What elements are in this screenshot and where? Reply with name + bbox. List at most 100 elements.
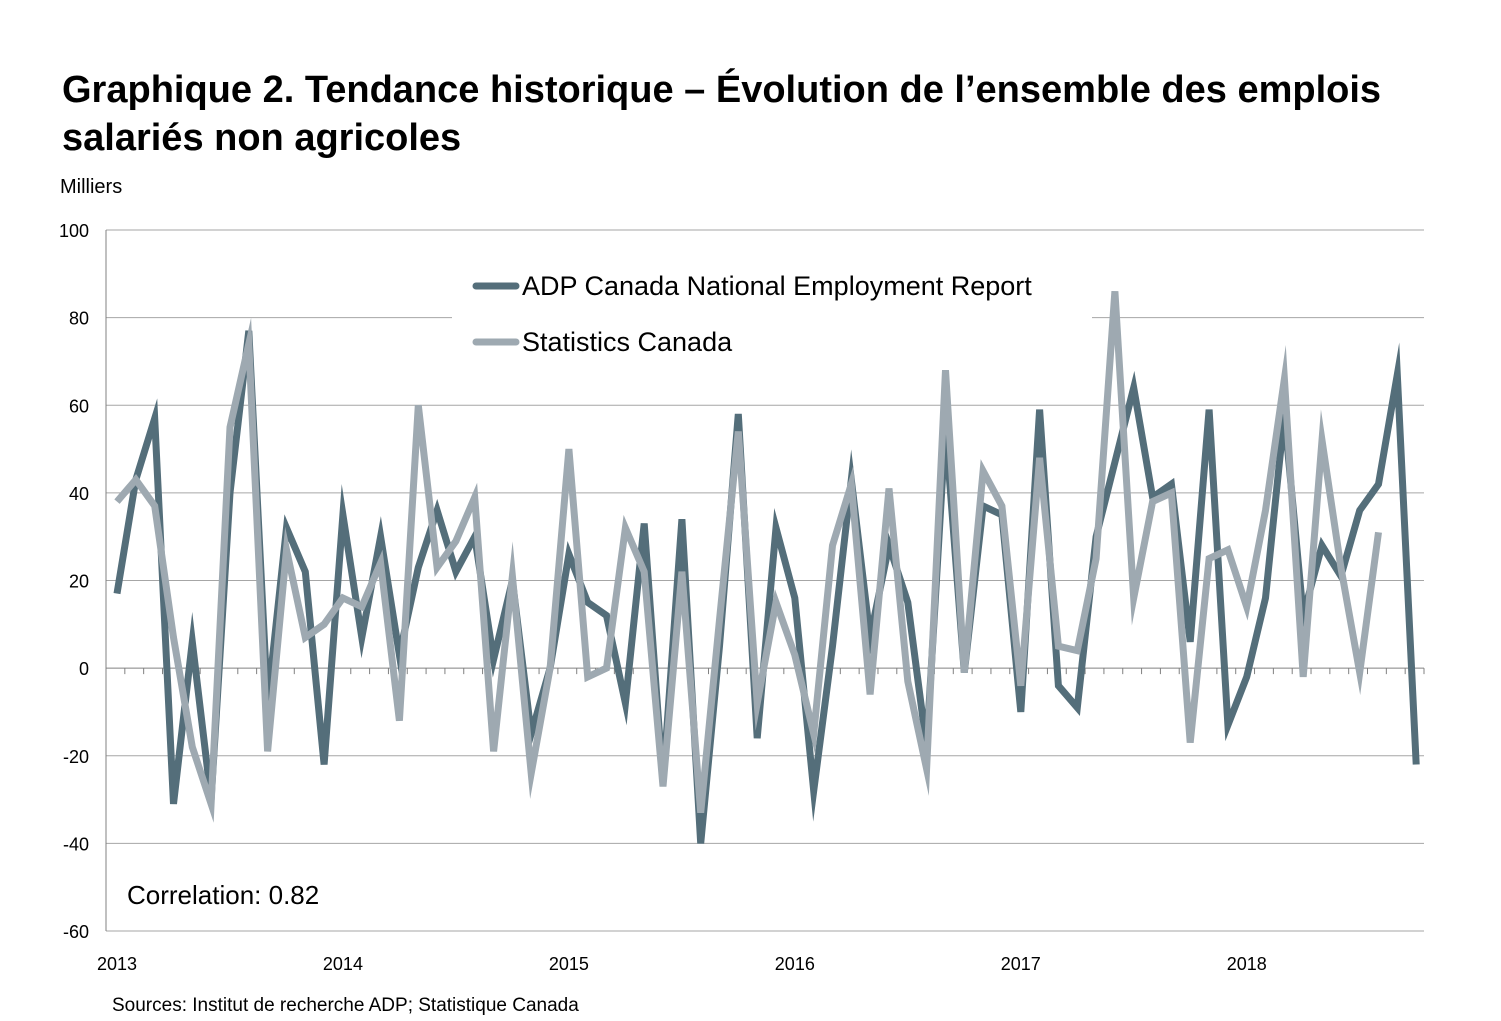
data-point-adp bbox=[321, 761, 328, 768]
chart-title: Graphique 2. Tendance historique – Évolu… bbox=[62, 69, 1382, 159]
data-point-statcan bbox=[641, 568, 648, 575]
y-tick-label: 20 bbox=[69, 572, 89, 592]
data-point-statcan bbox=[1093, 555, 1100, 562]
data-point-statcan bbox=[490, 748, 497, 755]
series-line-statcan bbox=[114, 291, 1382, 823]
data-point-adp bbox=[283, 524, 290, 531]
data-point-statcan bbox=[603, 665, 610, 672]
data-point-statcan bbox=[735, 428, 742, 435]
data-point-adp bbox=[302, 568, 309, 575]
legend-label-statcan: Statistics Canada bbox=[522, 327, 733, 357]
data-point-statcan bbox=[791, 652, 798, 659]
y-tick-label: 60 bbox=[69, 396, 89, 416]
data-point-adp bbox=[1413, 761, 1420, 768]
data-point-statcan bbox=[227, 424, 234, 431]
data-point-statcan bbox=[584, 673, 591, 680]
data-point-statcan bbox=[1300, 673, 1307, 680]
data-point-adp bbox=[490, 656, 497, 663]
data-point-statcan bbox=[904, 678, 911, 685]
data-point-statcan bbox=[923, 765, 930, 772]
data-point-adp bbox=[1394, 371, 1401, 378]
data-point-adp bbox=[434, 507, 441, 514]
data-point-statcan bbox=[396, 717, 403, 724]
x-tick-label: 2018 bbox=[1227, 954, 1267, 974]
data-point-adp bbox=[377, 533, 384, 540]
x-tick-label: 2014 bbox=[323, 954, 363, 974]
data-point-statcan bbox=[132, 476, 139, 483]
data-point-statcan bbox=[961, 669, 968, 676]
data-point-statcan bbox=[678, 568, 685, 575]
data-point-statcan bbox=[1281, 376, 1288, 383]
x-tick-label: 2017 bbox=[1001, 954, 1041, 974]
data-point-statcan bbox=[1337, 564, 1344, 571]
data-point-adp bbox=[791, 595, 798, 602]
data-point-adp bbox=[1243, 673, 1250, 680]
data-point-adp bbox=[114, 590, 121, 597]
data-point-adp bbox=[1356, 507, 1363, 514]
x-tick-label: 2016 bbox=[775, 954, 815, 974]
data-point-statcan bbox=[377, 560, 384, 567]
data-point-statcan bbox=[1262, 507, 1269, 514]
data-point-statcan bbox=[339, 595, 346, 602]
data-point-statcan bbox=[697, 809, 704, 816]
data-point-statcan bbox=[810, 730, 817, 737]
data-point-statcan bbox=[1074, 647, 1081, 654]
data-point-adp bbox=[1130, 384, 1137, 391]
data-point-statcan bbox=[829, 542, 836, 549]
data-point-adp bbox=[754, 735, 761, 742]
data-point-adp bbox=[1017, 708, 1024, 715]
data-point-statcan bbox=[321, 621, 328, 628]
x-tick-label: 2013 bbox=[97, 954, 137, 974]
data-point-adp bbox=[1168, 481, 1175, 488]
source-note: Sources: Institut de recherche ADP; Stat… bbox=[112, 995, 579, 1016]
axes: 100 80 60 40 20 0 -20 -40 -60 2013 2014 2015 2016 201… bbox=[59, 221, 1425, 974]
data-point-adp bbox=[452, 568, 459, 575]
data-point-statcan bbox=[114, 498, 121, 505]
data-point-statcan bbox=[980, 468, 987, 475]
data-point-statcan bbox=[358, 603, 365, 610]
data-point-statcan bbox=[1168, 489, 1175, 496]
legend-label-adp: ADP Canada National Employment Report bbox=[522, 271, 1032, 301]
data-point-statcan bbox=[283, 546, 290, 553]
legend-background bbox=[452, 262, 1092, 366]
data-point-adp bbox=[773, 524, 780, 531]
data-point-statcan bbox=[886, 485, 893, 492]
data-point-adp bbox=[641, 520, 648, 527]
legend: ADP Canada National Employment Report St… bbox=[452, 262, 1092, 366]
data-point-statcan bbox=[245, 340, 252, 347]
data-point-statcan bbox=[509, 573, 516, 580]
data-point-adp bbox=[622, 700, 629, 707]
data-point-statcan bbox=[1130, 595, 1137, 602]
data-point-adp bbox=[339, 511, 346, 518]
series-lines bbox=[113, 288, 1420, 847]
data-point-adp bbox=[189, 638, 196, 645]
data-point-statcan bbox=[264, 748, 271, 755]
data-point-statcan bbox=[998, 503, 1005, 510]
data-point-adp bbox=[1224, 722, 1231, 729]
correlation-annotation: Correlation: 0.82 bbox=[127, 880, 319, 910]
data-point-statcan bbox=[1243, 603, 1250, 610]
data-point-statcan bbox=[1017, 682, 1024, 689]
data-point-statcan bbox=[1055, 643, 1062, 650]
data-point-adp bbox=[415, 564, 422, 571]
data-point-adp bbox=[904, 599, 911, 606]
data-point-adp bbox=[697, 840, 704, 847]
data-point-adp bbox=[1036, 406, 1043, 413]
data-point-statcan bbox=[1149, 498, 1156, 505]
data-point-adp bbox=[1206, 406, 1213, 413]
data-point-statcan bbox=[1111, 288, 1118, 295]
data-point-statcan bbox=[415, 402, 422, 409]
data-point-statcan bbox=[848, 481, 855, 488]
data-point-adp bbox=[358, 634, 365, 641]
data-point-statcan bbox=[1319, 437, 1326, 444]
data-point-statcan bbox=[1206, 555, 1213, 562]
data-point-adp bbox=[1111, 459, 1118, 466]
data-point-adp bbox=[1055, 682, 1062, 689]
y-tick-label: 40 bbox=[69, 484, 89, 504]
y-tick-label: -60 bbox=[63, 922, 89, 942]
data-point-adp bbox=[735, 411, 742, 418]
data-point-statcan bbox=[622, 524, 629, 531]
data-point-statcan bbox=[754, 700, 761, 707]
data-point-statcan bbox=[1187, 739, 1194, 746]
